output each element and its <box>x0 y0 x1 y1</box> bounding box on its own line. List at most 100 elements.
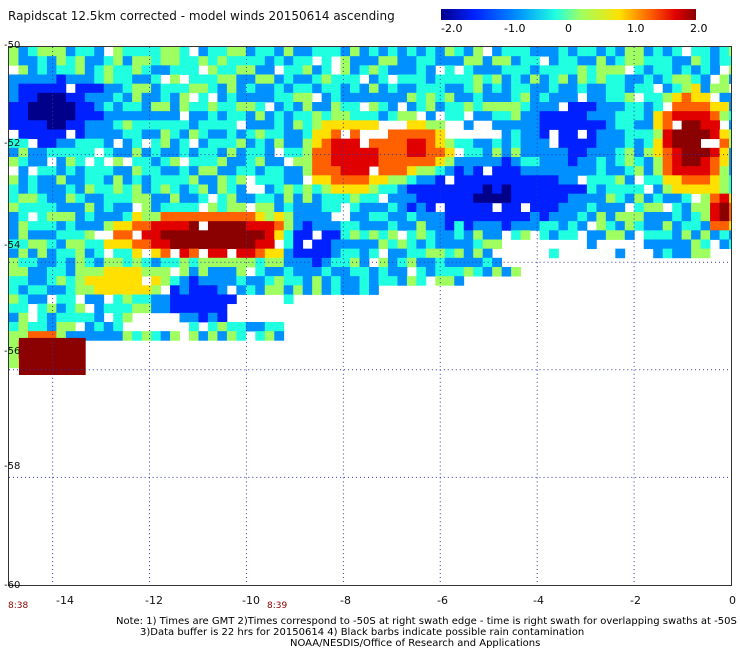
data-cell <box>350 202 360 213</box>
data-cell <box>406 166 417 176</box>
data-cell <box>103 266 114 277</box>
data-cell <box>302 230 313 240</box>
data-cell <box>179 257 190 268</box>
data-cell <box>416 276 427 286</box>
data-cell <box>586 56 597 66</box>
data-cell <box>302 74 313 85</box>
data-cell <box>37 248 48 259</box>
data-cell <box>302 101 313 112</box>
data-cell <box>75 285 86 295</box>
data-cell <box>643 202 654 213</box>
data-cell <box>179 184 190 195</box>
data-cell <box>340 239 351 250</box>
data-cell <box>141 257 152 268</box>
data-cell <box>482 193 493 204</box>
data-cell <box>170 175 180 185</box>
data-cell <box>84 331 95 341</box>
data-cell <box>236 230 247 240</box>
data-cell <box>27 65 38 75</box>
data-cell <box>132 276 143 286</box>
data-cell <box>501 184 512 195</box>
data-cell <box>387 266 398 277</box>
data-cell <box>444 156 455 167</box>
data-cell <box>549 175 559 185</box>
data-cell <box>454 175 465 185</box>
data-cell <box>160 47 171 57</box>
data-cell <box>558 129 569 140</box>
data-cell <box>378 184 389 195</box>
data-cell <box>151 47 161 57</box>
data-cell <box>596 111 607 121</box>
data-cell <box>75 347 86 357</box>
data-cell <box>539 147 550 158</box>
data-cell <box>435 156 446 167</box>
data-cell <box>302 166 313 176</box>
data-cell <box>160 202 171 213</box>
data-cell <box>691 65 701 75</box>
data-cell <box>46 166 57 176</box>
data-cell <box>719 175 730 185</box>
data-cell <box>264 276 275 286</box>
data-cell <box>217 147 228 158</box>
data-cell <box>264 285 275 295</box>
data-cell <box>340 184 351 195</box>
data-cell <box>255 248 266 259</box>
data-cell <box>75 356 86 366</box>
data-cell <box>605 221 616 231</box>
data-cell <box>65 47 76 57</box>
data-cell <box>75 56 86 66</box>
data-cell <box>340 276 351 286</box>
data-cell <box>520 74 531 85</box>
data-cell <box>700 74 711 85</box>
data-cell <box>463 175 474 185</box>
data-cell <box>406 47 417 57</box>
data-cell <box>596 184 607 195</box>
data-cell <box>520 92 531 103</box>
data-cell <box>549 101 559 112</box>
data-cell <box>46 312 57 323</box>
data-cell <box>539 83 550 94</box>
data-cell <box>75 276 86 286</box>
data-cell <box>141 101 152 112</box>
data-cell <box>406 156 417 167</box>
data-cell <box>653 175 664 185</box>
data-cell <box>586 92 597 103</box>
data-cell <box>198 166 209 176</box>
data-cell <box>501 65 512 75</box>
data-cell <box>435 83 446 94</box>
data-cell <box>113 65 124 75</box>
data-cell <box>681 120 692 130</box>
data-cell <box>473 221 484 231</box>
data-cell <box>179 56 190 66</box>
data-cell <box>567 129 578 140</box>
data-cell <box>492 92 503 103</box>
data-cell <box>264 129 275 140</box>
data-cell <box>463 120 474 130</box>
data-cell <box>643 65 654 75</box>
data-cell <box>681 193 692 204</box>
data-cell <box>681 175 692 185</box>
data-cell <box>274 202 285 213</box>
data-cell <box>681 111 692 121</box>
data-cell <box>189 202 199 213</box>
data-cell <box>226 294 237 305</box>
data-cell <box>567 156 578 167</box>
data-cell <box>387 193 398 204</box>
data-cell <box>56 92 67 103</box>
data-cell <box>719 211 730 222</box>
data-cell <box>113 92 124 103</box>
data-cell <box>520 129 531 140</box>
data-cell <box>255 221 266 231</box>
data-cell <box>274 276 285 286</box>
data-cell <box>387 147 398 158</box>
data-cell <box>463 74 474 85</box>
data-cell <box>65 285 76 295</box>
data-cell <box>103 202 114 213</box>
data-cell <box>492 156 503 167</box>
data-cell <box>46 221 57 231</box>
data-cell <box>539 211 550 222</box>
data-cell <box>501 193 512 204</box>
data-cell <box>293 147 304 158</box>
data-cell <box>700 239 711 250</box>
data-cell <box>406 276 417 286</box>
